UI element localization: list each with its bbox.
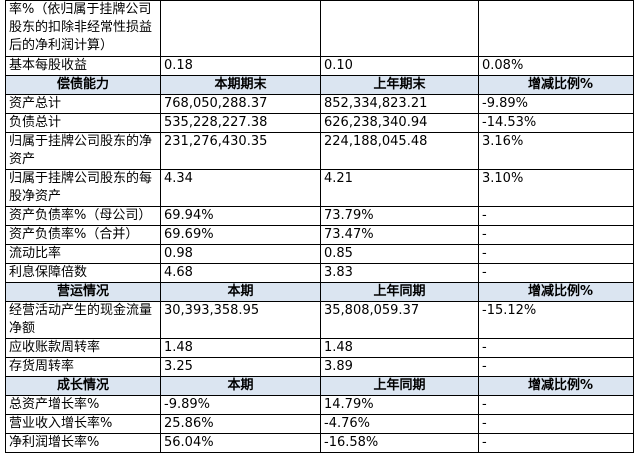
- financial-table: 率%（依归属于挂牌公司股东的扣除非经常性损益后的净利润计算） 基本每股收益 0.18…: [5, 0, 634, 453]
- cell: 626,238,340.94: [320, 113, 479, 133]
- row: 总资产增长率% -9.89% 14.79% -: [5, 395, 634, 415]
- section-header: 偿债能力 本期期末 上年期末 增减比例%: [5, 75, 634, 95]
- cell: 3.25: [160, 357, 321, 377]
- cell: 231,276,430.35: [160, 132, 321, 170]
- cell: 本期: [160, 282, 321, 302]
- cell: 0.08%: [478, 56, 634, 76]
- cell: 上年同期: [320, 282, 479, 302]
- cell: 偿债能力: [5, 75, 161, 95]
- cell: -: [478, 395, 634, 415]
- cell: 上年期末: [320, 75, 479, 95]
- cell: 73.79%: [320, 206, 479, 226]
- cell: 营业收入增长率%: [5, 414, 161, 434]
- cell: 4.21: [320, 169, 479, 207]
- cell: 增减比例%: [478, 75, 634, 95]
- cell: 资产负债率%（合并）: [5, 225, 161, 245]
- cell: 535,228,227.38: [160, 113, 321, 133]
- cell: 资产总计: [5, 94, 161, 114]
- row: 资产总计 768,050,288.37 852,334,823.21 -9.89%: [5, 94, 634, 114]
- row: 归属于挂牌公司股东的每股净资产 4.34 4.21 3.10%: [5, 169, 634, 207]
- cell: 25.86%: [160, 414, 321, 434]
- row: 应收账款周转率 1.48 1.48-: [5, 338, 634, 358]
- cell: 14.79%: [320, 395, 479, 415]
- cell: -: [478, 414, 634, 434]
- cell: 3.89: [320, 357, 479, 377]
- row: 负债总计 535,228,227.38 626,238,340.94 -14.53%: [5, 113, 634, 133]
- cell: -: [478, 206, 634, 226]
- row: 存货周转率 3.25 3.89-: [5, 357, 634, 377]
- cell: [478, 0, 634, 57]
- cell: -: [478, 433, 634, 453]
- cell: -: [478, 225, 634, 245]
- cell: 上年同期: [320, 376, 479, 396]
- section-header: 营运情况 本期 上年同期 增减比例%: [5, 282, 634, 302]
- row: 净利润增长率% 56.04% -16.58% -: [5, 433, 634, 453]
- cell: 224,188,045.48: [320, 132, 479, 170]
- cell: 负债总计: [5, 113, 161, 133]
- cell: -: [478, 263, 634, 283]
- row: 利息保障倍数 4.68 3.83-: [5, 263, 634, 283]
- cell: 基本每股收益: [5, 56, 161, 76]
- cell: 3.16%: [478, 132, 634, 170]
- cell: 4.68: [160, 263, 321, 283]
- cell: 0.98: [160, 244, 321, 264]
- cell: 69.94%: [160, 206, 321, 226]
- cell: 营运情况: [5, 282, 161, 302]
- cell: 69.69%: [160, 225, 321, 245]
- cell: -9.89%: [160, 395, 321, 415]
- cell: 1.48: [160, 338, 321, 358]
- cell: -9.89%: [478, 94, 634, 114]
- cell: 0.10: [320, 56, 479, 76]
- cell: -: [478, 338, 634, 358]
- row: 资产负债率%（母公司） 69.94% 73.79% -: [5, 206, 634, 226]
- row: 营业收入增长率% 25.86% -4.76% -: [5, 414, 634, 434]
- row: 资产负债率%（合并） 69.69% 73.47% -: [5, 225, 634, 245]
- cell: [160, 0, 321, 57]
- cell: -16.58%: [320, 433, 479, 453]
- row: 率%（依归属于挂牌公司股东的扣除非经常性损益后的净利润计算）: [5, 0, 634, 57]
- cell: 0.18: [160, 56, 321, 76]
- cell: 30,393,358.95: [160, 301, 321, 339]
- cell: -14.53%: [478, 113, 634, 133]
- row: 流动比率 0.98 0.85-: [5, 244, 634, 264]
- cell: 本期: [160, 376, 321, 396]
- cell: 768,050,288.37: [160, 94, 321, 114]
- cell: -15.12%: [478, 301, 634, 339]
- row: 归属于挂牌公司股东的净资产 231,276,430.35 224,188,045.4…: [5, 132, 634, 170]
- cell: 4.34: [160, 169, 321, 207]
- section-header: 成长情况 本期 上年同期 增减比例%: [5, 376, 634, 396]
- cell: 35,808,059.37: [320, 301, 479, 339]
- cell: 归属于挂牌公司股东的每股净资产: [5, 169, 161, 207]
- cell: 应收账款周转率: [5, 338, 161, 358]
- cell: 73.47%: [320, 225, 479, 245]
- cell: 0.85: [320, 244, 479, 264]
- cell: 流动比率: [5, 244, 161, 264]
- cell: 净利润增长率%: [5, 433, 161, 453]
- cell: 3.10%: [478, 169, 634, 207]
- cell: [320, 0, 479, 57]
- cell: 增减比例%: [478, 282, 634, 302]
- cell: 总资产增长率%: [5, 395, 161, 415]
- cell: 成长情况: [5, 376, 161, 396]
- cell: 归属于挂牌公司股东的净资产: [5, 132, 161, 170]
- cell: 存货周转率: [5, 357, 161, 377]
- cell: 852,334,823.21: [320, 94, 479, 114]
- cell: 经营活动产生的现金流量净额: [5, 301, 161, 339]
- cell: 资产负债率%（母公司）: [5, 206, 161, 226]
- cell: 本期期末: [160, 75, 321, 95]
- cell: -: [478, 357, 634, 377]
- cell: 利息保障倍数: [5, 263, 161, 283]
- row: 经营活动产生的现金流量净额 30,393,358.95 35,808,059.37-…: [5, 301, 634, 339]
- cell: 3.83: [320, 263, 479, 283]
- cell: 增减比例%: [478, 376, 634, 396]
- cell: -4.76%: [320, 414, 479, 434]
- row: 基本每股收益 0.18 0.10 0.08%: [5, 56, 634, 76]
- cell: -: [478, 244, 634, 264]
- cell: 56.04%: [160, 433, 321, 453]
- cell: 1.48: [320, 338, 479, 358]
- cell: 率%（依归属于挂牌公司股东的扣除非经常性损益后的净利润计算）: [5, 0, 161, 57]
